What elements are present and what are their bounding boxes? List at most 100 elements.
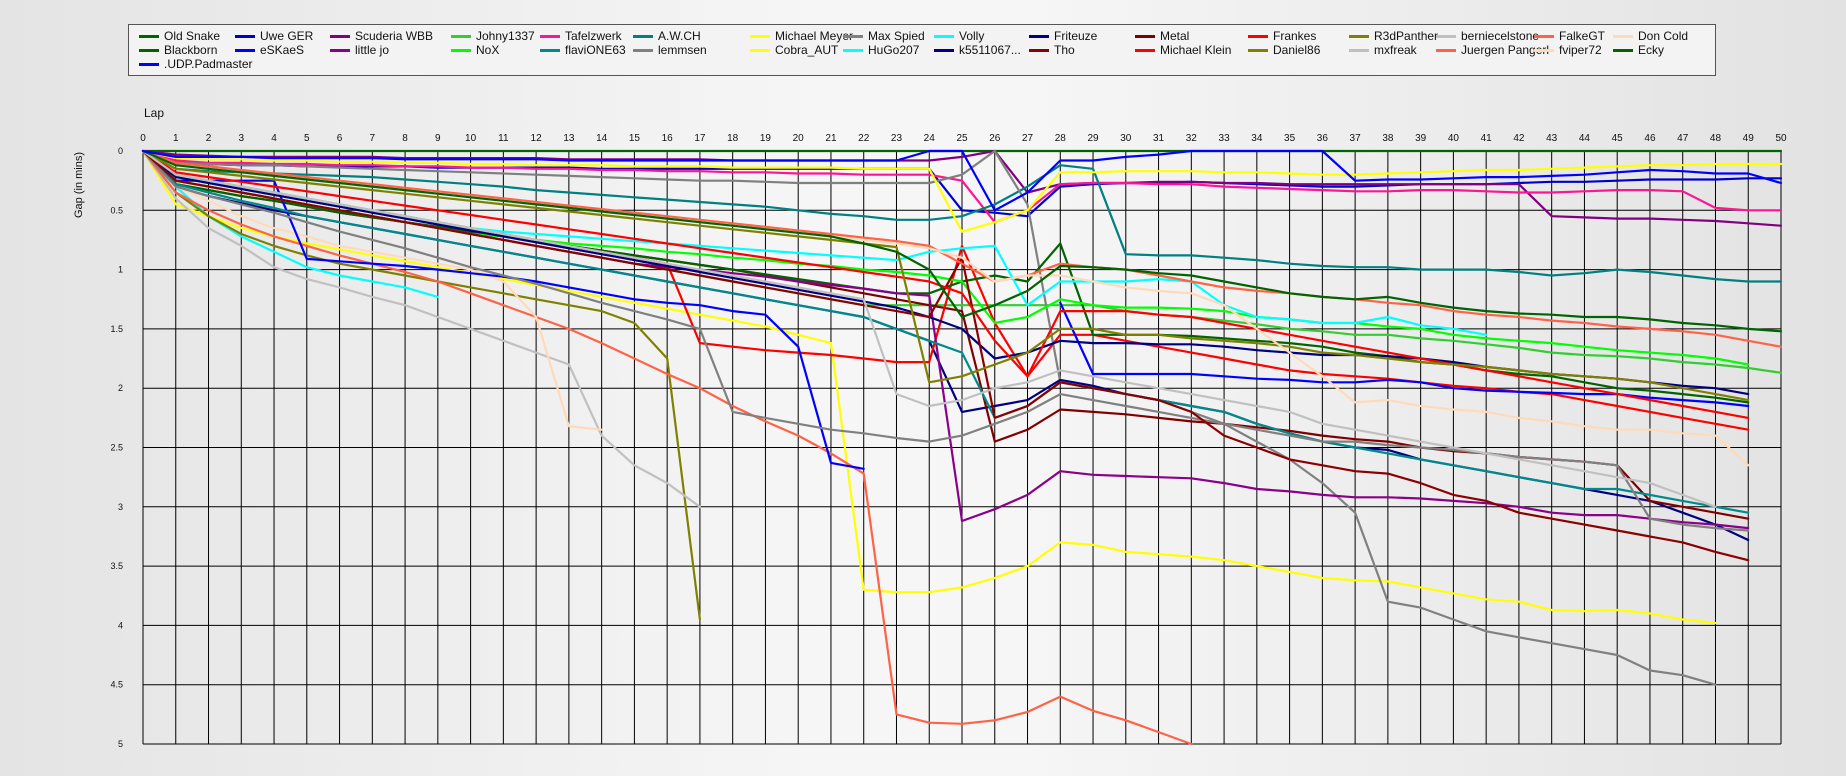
x-tick-label: 31 <box>1153 133 1165 144</box>
legend-swatch <box>1248 35 1268 38</box>
x-tick-label: 9 <box>435 133 441 144</box>
x-tick-label: 39 <box>1415 133 1427 144</box>
legend-label: Johny1337 <box>476 29 535 43</box>
y-tick-label: 2 <box>118 383 123 393</box>
legend-swatch <box>843 49 863 52</box>
x-tick-label: 30 <box>1120 133 1132 144</box>
legend-swatch <box>330 35 350 38</box>
series-line-berniecelstone <box>141 149 702 508</box>
legend-label: Tafelzwerk <box>565 29 622 43</box>
x-tick-label: 50 <box>1775 133 1787 144</box>
x-tick-label: 38 <box>1382 133 1394 144</box>
legend-swatch <box>451 35 471 38</box>
legend-label: Uwe GER <box>260 29 314 43</box>
legend-swatch <box>1135 35 1155 38</box>
legend-label: Michael Meyer <box>775 29 854 43</box>
legend-swatch <box>1349 49 1369 52</box>
x-tick-label: 44 <box>1579 133 1591 144</box>
legend-label: Max Spied <box>868 29 925 43</box>
x-tick-label: 1 <box>173 133 179 144</box>
legend-swatch <box>139 35 159 38</box>
chart-grid <box>142 150 1782 745</box>
series-line-tafelzwerk <box>141 149 1783 224</box>
y-tick-label: 3 <box>118 502 123 512</box>
x-tick-label: 47 <box>1677 133 1689 144</box>
y-tick-label: 0.5 <box>110 205 123 215</box>
legend-label: eSKaeS <box>260 43 305 57</box>
legend-label: .UDP.Padmaster <box>164 57 253 71</box>
legend-label: Scuderia WBB <box>355 29 434 43</box>
x-tick-label: 49 <box>1743 133 1755 144</box>
y-tick-label: 2.5 <box>110 443 123 453</box>
x-tick-label: 41 <box>1481 133 1493 144</box>
series-line-juergen-pangerl <box>141 149 1783 348</box>
x-tick-label: 19 <box>760 133 772 144</box>
series-line-don-cold <box>141 149 603 431</box>
legend-label: A.W.CH <box>658 29 701 43</box>
legend-swatch <box>235 35 255 38</box>
series-line-michael-klein <box>141 149 1750 419</box>
x-tick-label: 7 <box>370 133 376 144</box>
x-tick-label: 25 <box>956 133 968 144</box>
y-axis-label: Gap (in mins) <box>73 152 85 218</box>
legend-swatch <box>540 35 560 38</box>
series-line-friteuze <box>141 149 1750 542</box>
x-tick-label: 18 <box>727 133 739 144</box>
series-line-r3dpanther <box>141 149 702 621</box>
series-line-udp-padmaster <box>141 149 1783 212</box>
y-tick-label: 4 <box>118 620 123 630</box>
legend-swatch <box>1534 35 1554 38</box>
series-line-eskaes <box>1059 301 1750 408</box>
legend-swatch <box>1436 49 1456 52</box>
x-tick-label: 12 <box>531 133 543 144</box>
series-line-scuderia-wbb <box>141 149 1783 227</box>
legend-swatch <box>1534 49 1554 52</box>
legend-label: Metal <box>1160 29 1190 43</box>
legend-label: berniecelstone <box>1461 29 1540 43</box>
x-tick-label: 20 <box>793 133 805 144</box>
x-tick-label: 3 <box>238 133 244 144</box>
x-tick-label: 15 <box>629 133 641 144</box>
legend-label: Old Snake <box>164 29 221 43</box>
legend-label: Cobra_AUT <box>775 43 839 57</box>
x-tick-label: 4 <box>271 133 277 144</box>
x-tick-label: 32 <box>1186 133 1198 144</box>
legend-swatch <box>1135 49 1155 52</box>
x-tick-label: 28 <box>1055 133 1067 144</box>
x-tick-label: 40 <box>1448 133 1460 144</box>
x-tick-label: 48 <box>1710 133 1722 144</box>
legend-label: Juergen Pangerl <box>1461 43 1550 57</box>
legend-label: Ecky <box>1638 43 1665 57</box>
legend-swatch <box>934 35 954 38</box>
x-tick-label: 23 <box>891 133 903 144</box>
legend-label: Tho <box>1054 43 1075 57</box>
x-tick-label: 11 <box>498 133 509 144</box>
y-tick-label: 0 <box>118 146 123 156</box>
y-tick-label: 5 <box>118 739 123 749</box>
x-tick-label: 37 <box>1350 133 1362 144</box>
x-tick-label: 6 <box>337 133 343 144</box>
x-tick-label: 2 <box>206 133 212 144</box>
x-tick-label: 45 <box>1612 133 1624 144</box>
legend-swatch <box>139 63 159 66</box>
chart-axes: 0 1 2 3 4 5 6 7 8 9 10 11 12 13 14 15 16 17 18 19 20 21 22 23 24… <box>110 133 1787 749</box>
legend-label: lemmsen <box>658 43 707 57</box>
x-tick-label: 24 <box>924 133 936 144</box>
series-line-metal <box>141 149 1750 520</box>
x-tick-label: 34 <box>1251 133 1263 144</box>
legend-swatch <box>843 35 863 38</box>
legend-label: FalkeGT <box>1559 29 1606 43</box>
series-line-ecky <box>141 149 1783 333</box>
x-tick-label: 43 <box>1546 133 1558 144</box>
x-axis-label: Lap <box>144 106 164 120</box>
legend-label: R3dPanther <box>1374 29 1439 43</box>
legend-swatch <box>1613 35 1633 38</box>
legend-label: mxfreak <box>1374 43 1417 57</box>
chart-legend: Old Snake Uwe GER Scuderia WBB Johny1337 Taf… <box>128 24 1716 76</box>
legend-label: Blackborn <box>164 43 218 57</box>
x-tick-label: 13 <box>563 133 575 144</box>
x-tick-label: 29 <box>1087 133 1099 144</box>
x-tick-label: 21 <box>825 133 837 144</box>
legend-swatch <box>1248 49 1268 52</box>
